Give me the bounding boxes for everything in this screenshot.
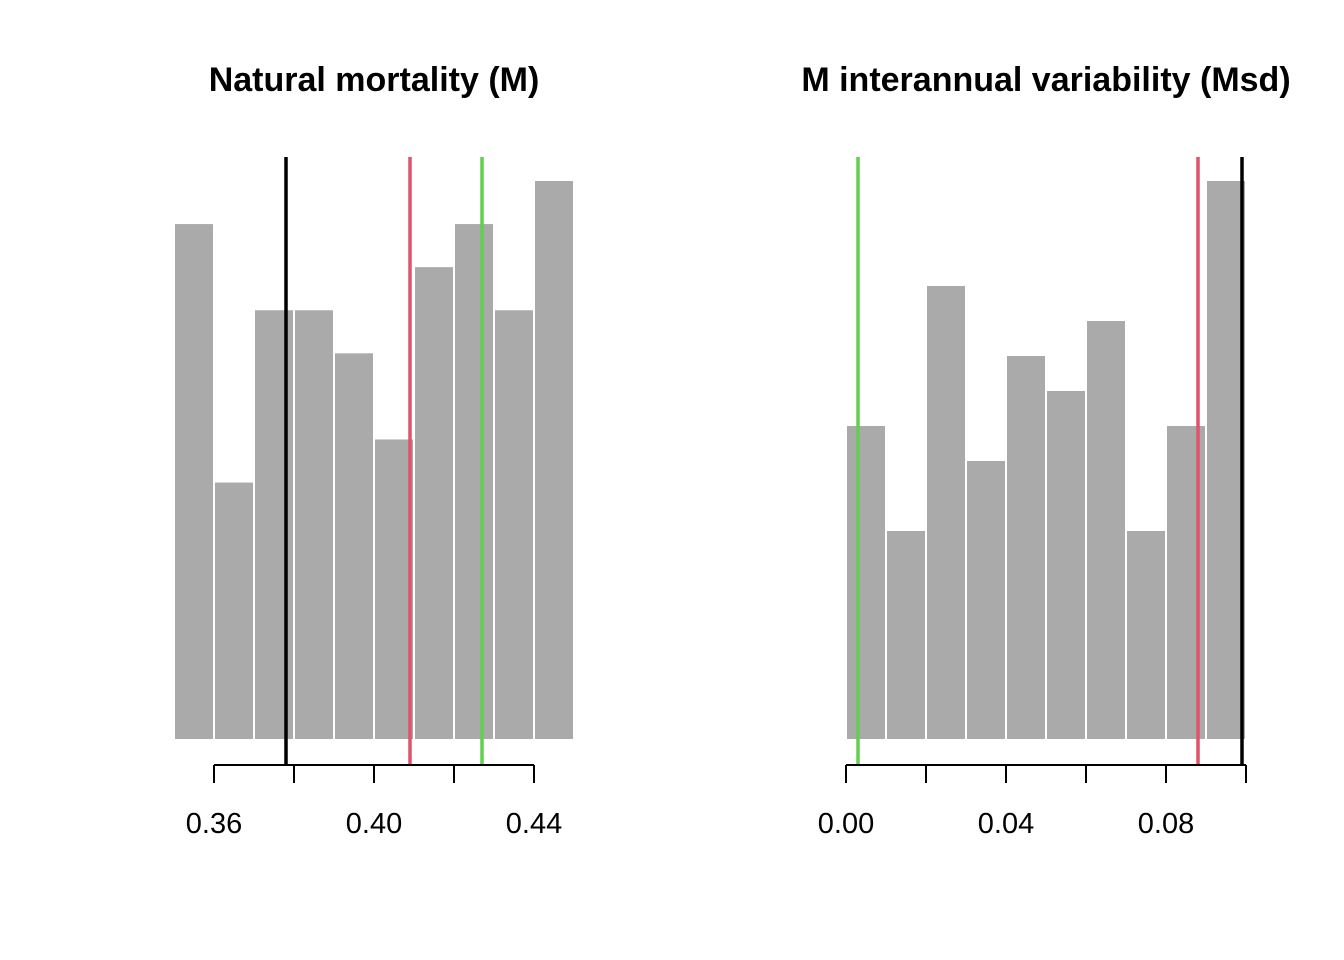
histogram-bar — [173, 222, 215, 742]
histogram-bar — [333, 351, 375, 741]
x-tick-label: 0.04 — [977, 808, 1035, 840]
histogram-bar — [1005, 354, 1047, 741]
histogram-bar — [1125, 529, 1167, 741]
histogram-bar — [213, 480, 255, 741]
histogram-bar — [413, 265, 455, 741]
histogram-plot-msd — [845, 157, 1247, 783]
histogram-panel-msd: M interannual variability (Msd) 0.00 0.04… — [672, 0, 1344, 960]
histogram-panel-m: Natural mortality (M) 0.36 0.40 0.44 — [173, 61, 575, 840]
histogram-plot-m — [173, 157, 575, 783]
x-tick-label: 0.00 — [817, 808, 875, 840]
histogram-bar — [1205, 179, 1247, 741]
histogram-bar — [965, 459, 1007, 741]
chart-title: M interannual variability (Msd) — [801, 61, 1291, 99]
x-tick-label: 0.08 — [1137, 808, 1195, 840]
x-tick-label: 0.36 — [185, 808, 243, 840]
histogram-bar — [1165, 424, 1207, 741]
histogram-bar — [533, 179, 575, 741]
histogram-bar — [845, 424, 887, 741]
histogram-bar — [373, 437, 415, 741]
x-tick-label: 0.44 — [505, 808, 563, 840]
histogram-bar — [253, 308, 295, 741]
histogram-bar — [1085, 319, 1127, 741]
histogram-bar — [493, 308, 535, 741]
histogram-bar — [1045, 389, 1087, 741]
x-tick-label: 0.40 — [345, 808, 403, 840]
chart-title: Natural mortality (M) — [208, 61, 540, 99]
histogram-bar — [293, 308, 335, 741]
histogram-bar — [885, 529, 927, 741]
histogram-bar — [453, 222, 495, 742]
histogram-bar — [925, 284, 967, 741]
